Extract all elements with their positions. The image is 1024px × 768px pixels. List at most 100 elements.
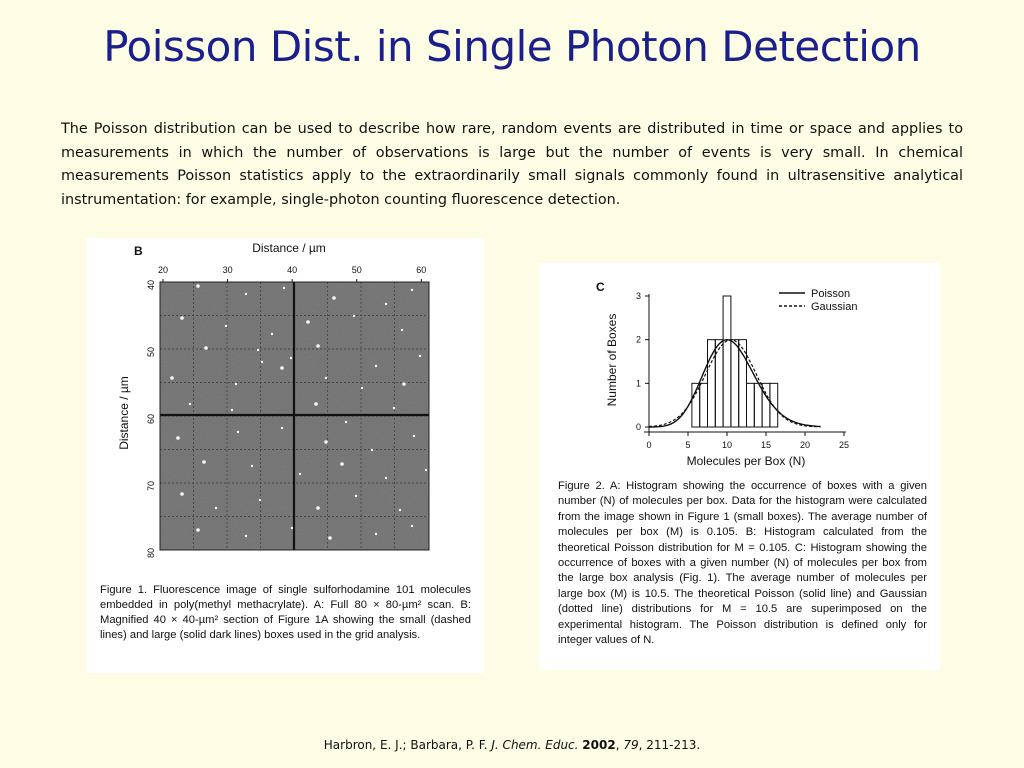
histogram-bar — [753, 382, 763, 428]
molecule-spot — [332, 296, 336, 300]
molecule-spot — [256, 348, 260, 352]
molecule-spot — [176, 436, 180, 440]
molecule-spot — [410, 288, 414, 292]
chart-x-tick-label: 0 — [646, 440, 651, 450]
figure-b-y-tick-label: 50 — [146, 347, 156, 357]
histogram-bar — [699, 382, 708, 428]
figure-b-panel-label: B — [134, 244, 143, 258]
body-text: The Poisson distribution can be used to … — [61, 121, 963, 208]
figure-b-y-tick-label: 80 — [146, 548, 156, 558]
figure-c-panel-label: C — [596, 280, 605, 294]
molecule-spot — [202, 460, 206, 464]
molecule-spot — [250, 464, 254, 468]
chart-x-tick-label: 15 — [761, 440, 771, 450]
molecule-spot — [400, 328, 404, 332]
molecule-spot — [324, 376, 328, 380]
molecule-spot — [214, 506, 218, 510]
figure-c-panel: C 0 5 10 15 20 25 0 1 2 3 Poisson Gaussian Number … — [539, 263, 940, 670]
molecule-spot — [306, 320, 310, 324]
molecule-spot — [188, 402, 192, 406]
molecule-spot — [374, 364, 378, 368]
figure-b-y-tick-label: 60 — [146, 414, 156, 424]
fluorescence-image-plot: B Distance / µm 20 30 40 50 60 40 50 60 70 80 Di… — [117, 241, 430, 558]
molecule-spot — [354, 494, 358, 498]
molecule-spot — [282, 286, 286, 290]
molecule-spot — [244, 534, 248, 538]
molecule-spot — [344, 420, 348, 424]
molecule-spot — [370, 448, 374, 452]
molecule-spot — [360, 386, 364, 390]
figure-b-x-tick-label: 20 — [158, 265, 168, 275]
molecule-spot — [280, 426, 284, 430]
figure-b-y-tick-label: 40 — [146, 280, 156, 290]
slide-title: Poisson Dist. in Single Photon Detection — [103, 22, 921, 71]
molecule-spot — [196, 528, 200, 532]
citation-pages: 211-213. — [646, 738, 701, 752]
molecule-spot — [352, 314, 356, 318]
figure-b-y-ticks: 40 50 60 70 80 — [146, 280, 156, 558]
chart-y-tick-label: 2 — [636, 335, 641, 345]
figure-b-x-axis-title: Distance / µm — [252, 241, 326, 255]
chart-x-tick-label: 5 — [685, 440, 690, 450]
figure-b-x-ticks: 20 30 40 50 60 — [158, 265, 426, 282]
histogram-bars — [691, 295, 779, 428]
citation-year: 2002 — [582, 738, 616, 752]
molecule-spot — [384, 476, 388, 480]
histogram-bar — [746, 382, 755, 428]
molecule-spots — [170, 284, 428, 540]
molecule-spot — [384, 302, 388, 306]
histogram-bar — [707, 339, 716, 428]
molecule-spot — [234, 382, 238, 386]
molecule-spot — [298, 472, 302, 476]
chart-x-tick-label: 20 — [800, 440, 810, 450]
figure-b-y-axis-title: Distance / µm — [117, 376, 131, 450]
chart-y-tick-label: 3 — [636, 291, 641, 301]
molecule-spot — [316, 344, 320, 348]
chart-x-tick-label: 10 — [722, 440, 732, 450]
citation: Harbron, E. J.; Barbara, P. F. J. Chem. … — [323, 738, 701, 752]
citation-volume: 79 — [623, 738, 639, 752]
molecule-spot — [410, 524, 414, 528]
molecule-spot — [196, 284, 200, 288]
molecule-spot — [170, 376, 174, 380]
figure-b-x-tick-label: 50 — [352, 265, 362, 275]
poisson-curve — [649, 338, 821, 428]
molecule-spot — [280, 366, 284, 370]
chart-y-tick-label: 0 — [636, 422, 641, 432]
molecule-spot — [258, 498, 262, 502]
chart-axes: 0 5 10 15 20 25 0 1 2 3 — [636, 291, 849, 450]
histogram-bar — [730, 339, 740, 428]
molecule-spot — [316, 506, 320, 510]
figure-b-y-tick-label: 70 — [146, 481, 156, 491]
molecule-spot — [324, 440, 328, 444]
histogram-bar — [769, 382, 779, 428]
molecule-spot — [314, 402, 318, 406]
molecule-spot — [418, 354, 422, 358]
molecule-spot — [340, 462, 344, 466]
molecule-spot — [244, 292, 248, 296]
molecule-spot — [270, 332, 274, 336]
molecule-spot — [180, 316, 184, 320]
gaussian-curve — [648, 339, 821, 428]
molecule-spot — [260, 360, 264, 364]
figure-c-caption: Figure 2. A: Histogram showing the occur… — [558, 480, 927, 647]
histogram-bar — [722, 295, 732, 428]
molecule-spot — [230, 408, 234, 412]
figure-b-x-tick-label: 40 — [287, 265, 297, 275]
molecule-spot — [204, 346, 208, 350]
molecule-spot — [398, 508, 402, 512]
legend-label: Gaussian — [811, 301, 857, 313]
molecule-spot — [180, 492, 184, 496]
molecule-spot — [412, 434, 416, 438]
molecule-spot — [374, 532, 378, 536]
citation-authors: Harbron, E. J.; Barbara, P. F. — [323, 738, 488, 752]
chart-x-axis-label: Molecules per Box (N) — [687, 454, 806, 468]
citation-journal: J. Chem. Educ. — [491, 738, 579, 752]
chart-x-tick-label: 25 — [839, 440, 849, 450]
distribution-curves — [648, 338, 821, 428]
molecule-spot — [290, 526, 294, 530]
molecule-spot — [424, 468, 428, 472]
figure-b-x-tick-label: 30 — [223, 265, 233, 275]
